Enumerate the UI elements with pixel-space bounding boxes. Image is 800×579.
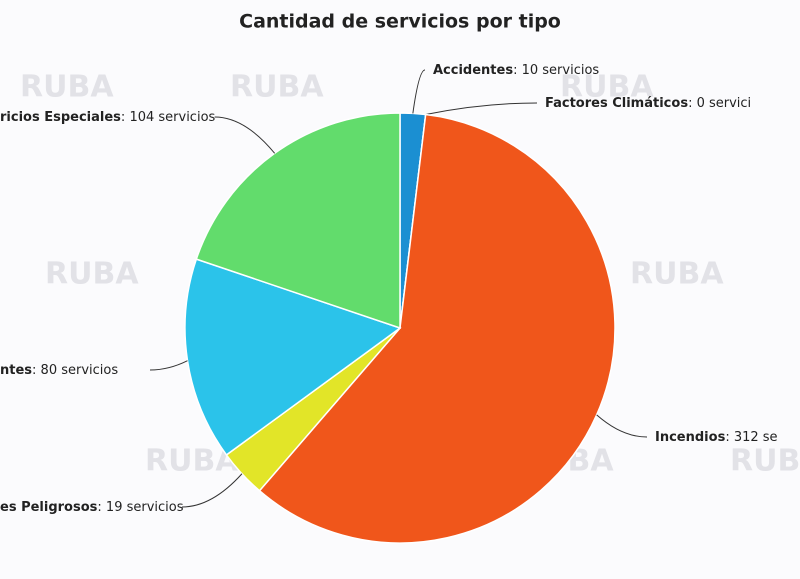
watermark: RUBA <box>45 257 139 292</box>
watermark: RUBA <box>630 257 724 292</box>
data-label: es Peligrosos: 19 servicios <box>0 500 184 515</box>
value-label: 10 servicios <box>522 63 600 78</box>
leader-line <box>596 414 648 438</box>
separator: : <box>725 430 734 445</box>
separator: : <box>513 63 522 78</box>
value-label: 312 se <box>734 430 778 445</box>
value-label: 104 servicios <box>129 110 215 125</box>
leader-line <box>214 116 276 154</box>
separator: : <box>97 500 106 515</box>
category-name: Incendios <box>655 430 726 445</box>
pie-slice <box>195 112 401 330</box>
chart-title: Cantidad de servicios por tipo <box>239 11 561 33</box>
value-label: 19 servicios <box>106 500 184 515</box>
watermark: RUBA <box>230 70 324 105</box>
separator: : <box>688 96 697 111</box>
separator: : <box>32 363 41 378</box>
category-name: Accidentes <box>433 63 513 78</box>
value-label: 80 servicios <box>41 363 119 378</box>
watermark: RUBA <box>560 70 654 105</box>
separator: : <box>121 110 130 125</box>
data-label: ricios Especiales: 104 servicios <box>0 110 216 125</box>
data-label: ntes: 80 servicios <box>0 363 118 378</box>
data-label: Factores Climáticos: 0 servici <box>545 96 751 111</box>
value-label: 0 servici <box>697 96 752 111</box>
leader-line <box>149 360 188 371</box>
category-name: es Peligrosos <box>0 500 98 515</box>
category-name: ntes <box>0 363 32 378</box>
leader-line <box>181 473 243 508</box>
category-name: ricios Especiales <box>0 110 121 125</box>
watermark: RUBA <box>730 444 800 479</box>
leader-line <box>412 69 426 114</box>
pie-slice <box>184 258 402 456</box>
watermark: RUBA <box>20 70 114 105</box>
category-name: Factores Climáticos <box>545 96 688 111</box>
leader-line <box>425 102 538 116</box>
data-label: Incendios: 312 se <box>655 430 778 445</box>
data-label: Accidentes: 10 servicios <box>433 63 599 78</box>
